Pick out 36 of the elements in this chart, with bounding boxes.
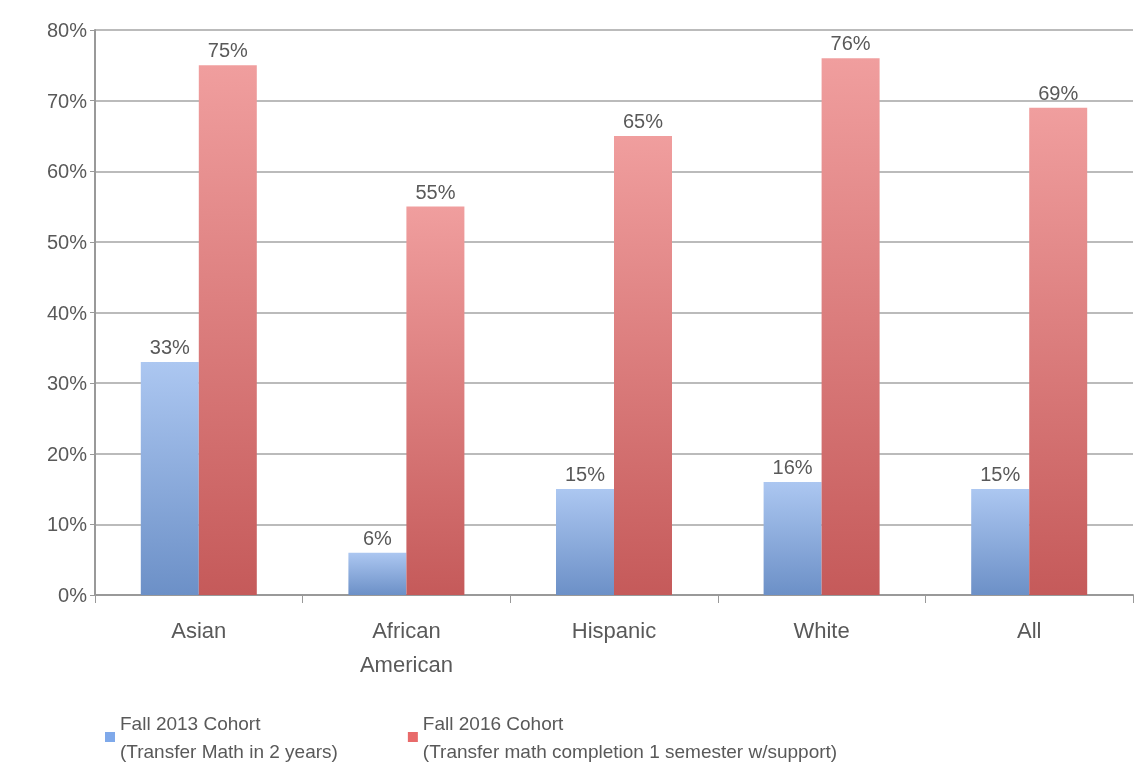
bar [406,206,465,595]
data-label: 65% [622,109,664,132]
x-tick-label: All [1016,617,1042,643]
bar [140,361,199,595]
bar [348,552,407,595]
data-label: 75% [207,39,249,62]
data-label: 33% [149,335,191,358]
bar [971,489,1030,595]
bar [556,489,614,595]
data-label: 55% [415,180,456,203]
x-tick-label: Asian [171,617,227,643]
y-tick-label: 40% [46,301,88,324]
y-tick-label: 50% [46,230,88,253]
legend-label: Fall 2013 Cohort (Transfer Math in 2 years) [120,712,338,762]
bar [1029,107,1088,595]
data-label: 15% [980,463,1021,486]
data-label: 69% [1038,81,1079,104]
x-tick-label: White [793,617,850,643]
y-tick-label: 20% [46,442,88,465]
bar [821,58,880,595]
data-label: 6% [362,526,393,549]
y-tick-label: 0% [58,584,88,606]
y-tick-label: 80% [46,19,88,41]
y-tick-label: 30% [46,372,88,395]
x-tick-label: African American [359,617,453,677]
y-tick-label: 60% [46,160,88,183]
y-tick-label: 70% [46,89,88,112]
data-label: 16% [772,456,813,478]
bar [614,135,672,595]
data-label: 15% [564,463,606,486]
y-tick-label: 10% [46,513,88,536]
bar [763,482,822,595]
legend-label: Fall 2016 Cohort (Transfer math completion 1 semester w/support) [422,712,838,762]
bar [198,65,257,595]
data-label: 76% [830,32,871,55]
x-tick-label: Hispanic [571,617,657,643]
